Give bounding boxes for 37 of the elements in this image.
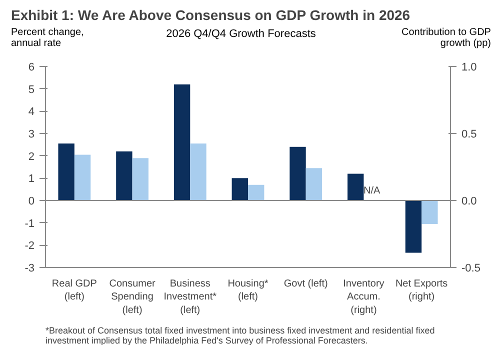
y-tick-label: -3 <box>24 262 34 274</box>
annotation: N/A <box>363 186 380 196</box>
x-tick-label: Housing* (left) <box>228 278 268 303</box>
y2-axis-title: Contribution to GDP growth (pp) <box>400 27 491 49</box>
y-tick-label: 0 <box>28 196 35 208</box>
bar <box>232 178 248 200</box>
chart-title: Exhibit 1: We Are Above Consensus on GDP Growth in 2026 <box>11 6 412 25</box>
x-tick-label: Consumer Spending (left) <box>109 278 156 316</box>
bar <box>248 184 264 200</box>
chart-subtitle: 2026 Q4/Q4 Growth Forecasts <box>166 27 316 42</box>
bar <box>306 168 322 200</box>
y2-tick-label: -0.5 <box>462 262 480 274</box>
bar <box>74 154 91 200</box>
bar <box>58 144 74 200</box>
y-tick-label: 2 <box>28 150 35 163</box>
y-axis-title: Percent change, annual rate <box>11 27 85 49</box>
y-tick-label: 5 <box>28 84 35 96</box>
bar <box>290 146 306 200</box>
y-tick-label: 6 <box>28 62 35 74</box>
y-tick-label: 1 <box>28 173 35 186</box>
bar <box>116 151 132 200</box>
bar <box>190 144 206 200</box>
y-tick-label: 4 <box>28 106 35 118</box>
x-tick-label: Inventory Accum. (right) <box>343 278 384 316</box>
x-tick-label: Business Investment* (left) <box>164 278 217 316</box>
x-tick-label: Net Exports (right) <box>395 278 448 303</box>
y-tick-label: -2 <box>24 240 34 252</box>
y-tick-label: 3 <box>28 128 35 140</box>
y2-tick-label: 1.0 <box>462 62 477 74</box>
y2-tick-label: 0.5 <box>462 128 477 140</box>
y2-tick-label: 0.0 <box>462 196 477 208</box>
x-tick-label: Real GDP (left) <box>52 278 98 303</box>
y-tick-label: -1 <box>24 218 34 230</box>
bar <box>132 158 148 200</box>
bar <box>174 84 190 200</box>
x-tick-label: Govt (left) <box>284 278 328 290</box>
text: *Breakout of Consensus total fixed investment into business fixed investment and residential fixed investment implied by the Philadelphia Fed's Survey of Professional Forecasters. <box>46 326 435 345</box>
